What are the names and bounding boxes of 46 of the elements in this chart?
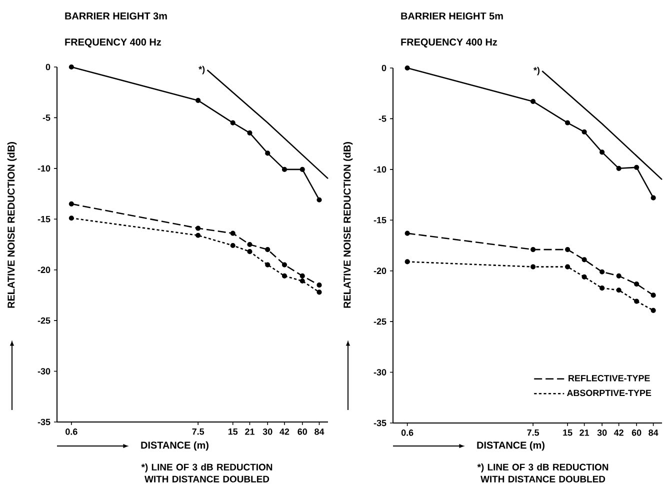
y-tick-label: -35	[374, 420, 386, 426]
x-tick-label: 0.6	[401, 430, 414, 436]
y-tick-label: -15	[38, 216, 50, 222]
y-tick-label: -20	[374, 268, 386, 274]
y-tick-label: -15	[374, 217, 386, 224]
y-tick-label: -5	[42, 114, 50, 121]
y-tick-label: -30	[374, 369, 386, 376]
x-tick-label: 30	[597, 430, 607, 436]
x-tick-label: 15	[563, 430, 572, 436]
y-tick-label: 0	[382, 64, 386, 72]
x-axis-title: DISTANCE (m)	[477, 441, 544, 451]
x-tick-label: 42	[614, 430, 624, 436]
annotation: *)	[534, 66, 540, 76]
text: *) LINE OF 3 dB REDUCTION WITH DISTANCE DOUBLED	[141, 464, 272, 482]
x-tick-label: 42	[280, 428, 290, 435]
y-axis-title: RELATIVE NOISE REDUCTION (dB)	[343, 142, 353, 308]
x-tick-label: 7.5	[527, 430, 540, 436]
y-tick-label: -10	[374, 166, 386, 173]
y-tick-label: -10	[38, 165, 50, 172]
x-tick-label: 0.6	[66, 428, 78, 435]
x-tick-label: 21	[245, 428, 254, 435]
y-tick-label: -35	[38, 418, 50, 426]
legend-label: REFLECTIVE-TYPE	[568, 375, 650, 382]
x-tick-label: 15	[228, 428, 238, 435]
y-tick-label: -25	[38, 317, 50, 324]
x-tick-label: 7.5	[192, 428, 204, 435]
y-tick-label: 0	[46, 64, 50, 70]
legend-label: ABSORPTIVE-TYPE	[566, 390, 652, 396]
annotation: *)	[198, 66, 205, 74]
x-tick-label: 60	[632, 430, 642, 436]
x-tick-label: 84	[314, 428, 324, 435]
y-tick-label: -5	[378, 116, 386, 122]
chart-subtitle: FREQUENCY 400 Hz	[65, 38, 162, 48]
x-tick-label: 30	[262, 428, 272, 435]
chart-title: BARRIER HEIGHT 3m	[65, 12, 167, 20]
x-tick-label: 84	[648, 430, 658, 436]
text: *) LINE OF 3 dB REDUCTION WITH DISTANCE DOUBLED	[477, 464, 608, 482]
y-tick-label: -25	[374, 318, 386, 325]
y-tick-label: -30	[38, 368, 50, 374]
y-axis-title: RELATIVE NOISE REDUCTION (dB)	[7, 142, 17, 308]
y-tick-label: -20	[38, 266, 50, 274]
x-axis-title: DISTANCE (m)	[141, 441, 208, 451]
x-tick-label: 21	[580, 430, 590, 436]
chart-title: BARRIER HEIGHT 5m	[401, 12, 503, 20]
chart-subtitle: FREQUENCY 400 Hz	[401, 38, 498, 48]
x-tick-label: 60	[298, 428, 308, 435]
